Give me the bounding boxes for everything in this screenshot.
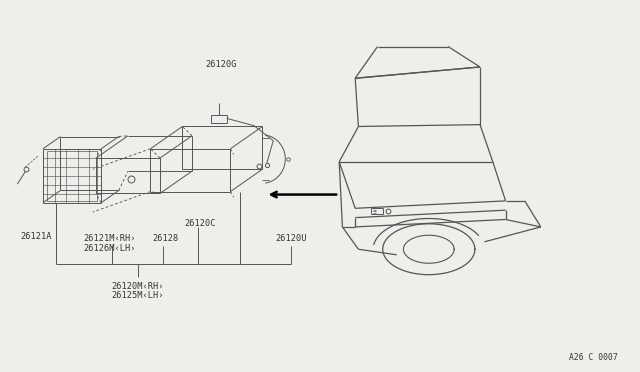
Text: A26 C 0007: A26 C 0007	[569, 353, 618, 362]
Text: 26126M‹LH›: 26126M‹LH›	[84, 244, 136, 253]
Text: 26120M‹RH›: 26120M‹RH›	[111, 282, 164, 291]
Text: 26120U: 26120U	[275, 234, 307, 243]
Text: 26125M‹LH›: 26125M‹LH›	[111, 291, 164, 300]
Text: 26121M‹RH›: 26121M‹RH›	[84, 234, 136, 243]
Text: 26120C: 26120C	[184, 219, 216, 228]
Text: 26121A: 26121A	[20, 232, 52, 241]
Text: 26120G: 26120G	[205, 60, 237, 69]
Text: 26128: 26128	[152, 234, 179, 243]
